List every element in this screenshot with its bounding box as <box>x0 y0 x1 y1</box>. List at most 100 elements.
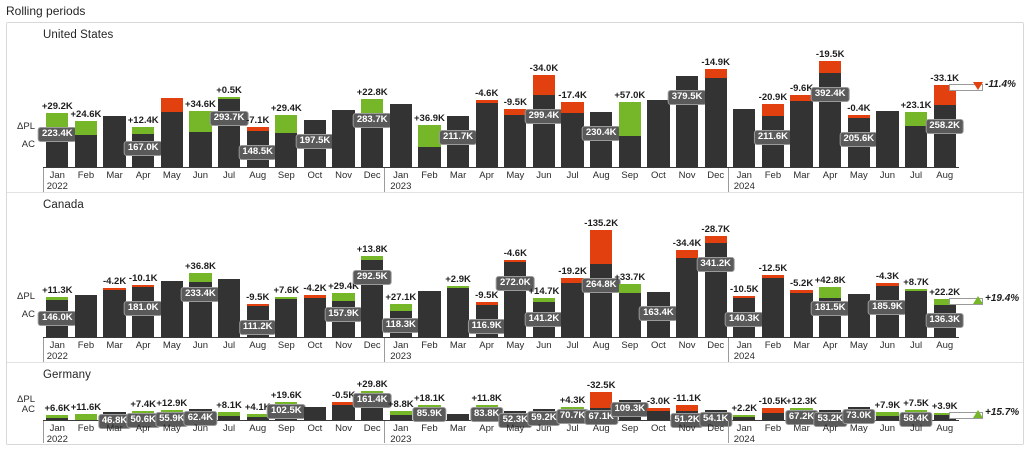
delta-segment-negative[interactable] <box>246 303 269 307</box>
delta-segment-negative[interactable] <box>675 405 699 411</box>
delta-segment-negative[interactable] <box>704 235 727 243</box>
bar-actual[interactable] <box>876 111 899 167</box>
delta-segment-positive[interactable] <box>904 112 928 127</box>
bar-actual[interactable] <box>389 104 412 167</box>
delta-segment-negative[interactable] <box>475 99 498 103</box>
bar-actual[interactable] <box>790 100 813 167</box>
bar-actual[interactable] <box>103 290 126 337</box>
bar-actual[interactable] <box>761 412 785 420</box>
delta-segment-positive[interactable] <box>904 288 928 292</box>
delta-segment-negative[interactable] <box>819 61 842 73</box>
delta-segment-positive[interactable] <box>933 299 956 306</box>
bar-actual[interactable] <box>246 414 269 420</box>
panel-canada[interactable]: Canada ΔPL AC +11.3K 146.0K -4.2K -10.1K 181.0… <box>7 193 1023 363</box>
bar-actual[interactable] <box>504 114 527 167</box>
delta-segment-positive[interactable] <box>618 284 641 293</box>
delta-segment-negative[interactable] <box>590 230 613 265</box>
delta-segment-negative[interactable] <box>761 407 785 413</box>
bar-actual[interactable] <box>847 294 870 337</box>
delta-segment-positive[interactable] <box>389 304 412 312</box>
bar-actual[interactable] <box>446 285 470 337</box>
delta-segment-negative[interactable] <box>561 102 584 113</box>
bar-actual[interactable] <box>418 290 441 337</box>
delta-segment-positive[interactable] <box>132 126 155 135</box>
delta-segment-positive[interactable] <box>561 407 584 410</box>
bar-actual[interactable] <box>217 279 241 337</box>
delta-segment-positive[interactable] <box>132 410 155 415</box>
delta-segment-positive[interactable] <box>275 115 298 134</box>
delta-segment-positive[interactable] <box>189 272 212 282</box>
delta-segment-negative[interactable] <box>303 295 327 298</box>
bar-actual[interactable] <box>160 112 183 167</box>
bar-actual[interactable] <box>904 288 928 337</box>
delta-segment-positive[interactable] <box>217 412 241 417</box>
bar-actual[interactable] <box>332 109 355 167</box>
delta-segment-positive[interactable] <box>246 414 269 417</box>
delta-segment-negative[interactable] <box>733 295 756 299</box>
bar-actual[interactable] <box>303 297 327 337</box>
bar-actual[interactable] <box>332 404 355 420</box>
delta-segment-positive[interactable] <box>275 296 298 300</box>
delta-segment-positive[interactable] <box>74 413 98 420</box>
delta-segment-negative[interactable] <box>790 290 813 293</box>
delta-segment-positive[interactable] <box>74 120 98 136</box>
bar-actual[interactable] <box>790 292 813 337</box>
bar-actual[interactable] <box>733 109 756 167</box>
panel-germany[interactable]: Germany ΔPL AC +6.6K +11.6K 46.8K +7.4K 50.6K +… <box>7 363 1023 444</box>
bar-actual[interactable] <box>389 411 412 420</box>
delta-segment-negative[interactable] <box>561 278 584 283</box>
delta-segment-positive[interactable] <box>361 256 384 260</box>
delta-segment-positive[interactable] <box>418 125 441 148</box>
delta-segment-positive[interactable] <box>389 411 412 416</box>
delta-segment-negative[interactable] <box>132 284 155 288</box>
delta-segment-positive[interactable] <box>532 298 556 302</box>
bar-actual[interactable] <box>933 412 956 420</box>
delta-segment-negative[interactable] <box>647 408 670 411</box>
delta-segment-positive[interactable] <box>46 414 69 418</box>
delta-segment-negative[interactable] <box>246 127 269 132</box>
delta-segment-negative[interactable] <box>532 74 556 96</box>
delta-segment-positive[interactable] <box>46 113 69 131</box>
bar-actual[interactable] <box>675 258 699 337</box>
delta-segment-negative[interactable] <box>704 69 727 79</box>
bar-actual[interactable] <box>561 112 584 167</box>
delta-segment-negative[interactable] <box>847 115 870 118</box>
delta-segment-negative[interactable] <box>332 402 355 405</box>
bar-actual[interactable] <box>504 262 527 337</box>
delta-segment-negative[interactable] <box>504 259 527 263</box>
delta-segment-negative[interactable] <box>103 287 126 291</box>
delta-segment-negative[interactable] <box>160 98 183 113</box>
delta-segment-positive[interactable] <box>819 286 842 298</box>
panel-united-states[interactable]: United States ΔPL AC +29.2K 223.4K +24.6K +12… <box>7 23 1023 193</box>
bar-actual[interactable] <box>647 100 670 167</box>
delta-segment-positive[interactable] <box>904 409 928 414</box>
delta-segment-negative[interactable] <box>590 391 613 408</box>
bar-actual[interactable] <box>446 413 470 420</box>
bar-actual[interactable] <box>532 95 556 167</box>
bar-actual[interactable] <box>160 280 183 337</box>
bar-actual[interactable] <box>733 414 756 420</box>
delta-segment-negative[interactable] <box>504 108 527 115</box>
delta-segment-positive[interactable] <box>46 296 69 300</box>
delta-segment-negative[interactable] <box>790 94 813 101</box>
bar-actual[interactable] <box>303 407 327 420</box>
bar-actual[interactable] <box>361 256 384 337</box>
bar-actual[interactable] <box>275 296 298 337</box>
bar-actual[interactable] <box>761 277 785 337</box>
delta-segment-positive[interactable] <box>733 414 756 418</box>
bar-actual[interactable] <box>933 105 956 167</box>
delta-segment-negative[interactable] <box>761 274 785 278</box>
bar-actual[interactable] <box>475 102 498 167</box>
bar-actual[interactable] <box>217 96 241 167</box>
bar-actual[interactable] <box>103 116 126 167</box>
delta-segment-positive[interactable] <box>446 285 470 289</box>
delta-segment-positive[interactable] <box>217 96 241 100</box>
delta-segment-negative[interactable] <box>675 249 699 259</box>
bar-actual[interactable] <box>561 283 584 337</box>
bar-actual[interactable] <box>590 264 613 337</box>
delta-segment-negative[interactable] <box>761 103 785 117</box>
bar-actual[interactable] <box>74 295 98 337</box>
delta-segment-positive[interactable] <box>618 102 641 137</box>
delta-segment-positive[interactable] <box>361 99 384 113</box>
bar-actual[interactable] <box>647 410 670 420</box>
